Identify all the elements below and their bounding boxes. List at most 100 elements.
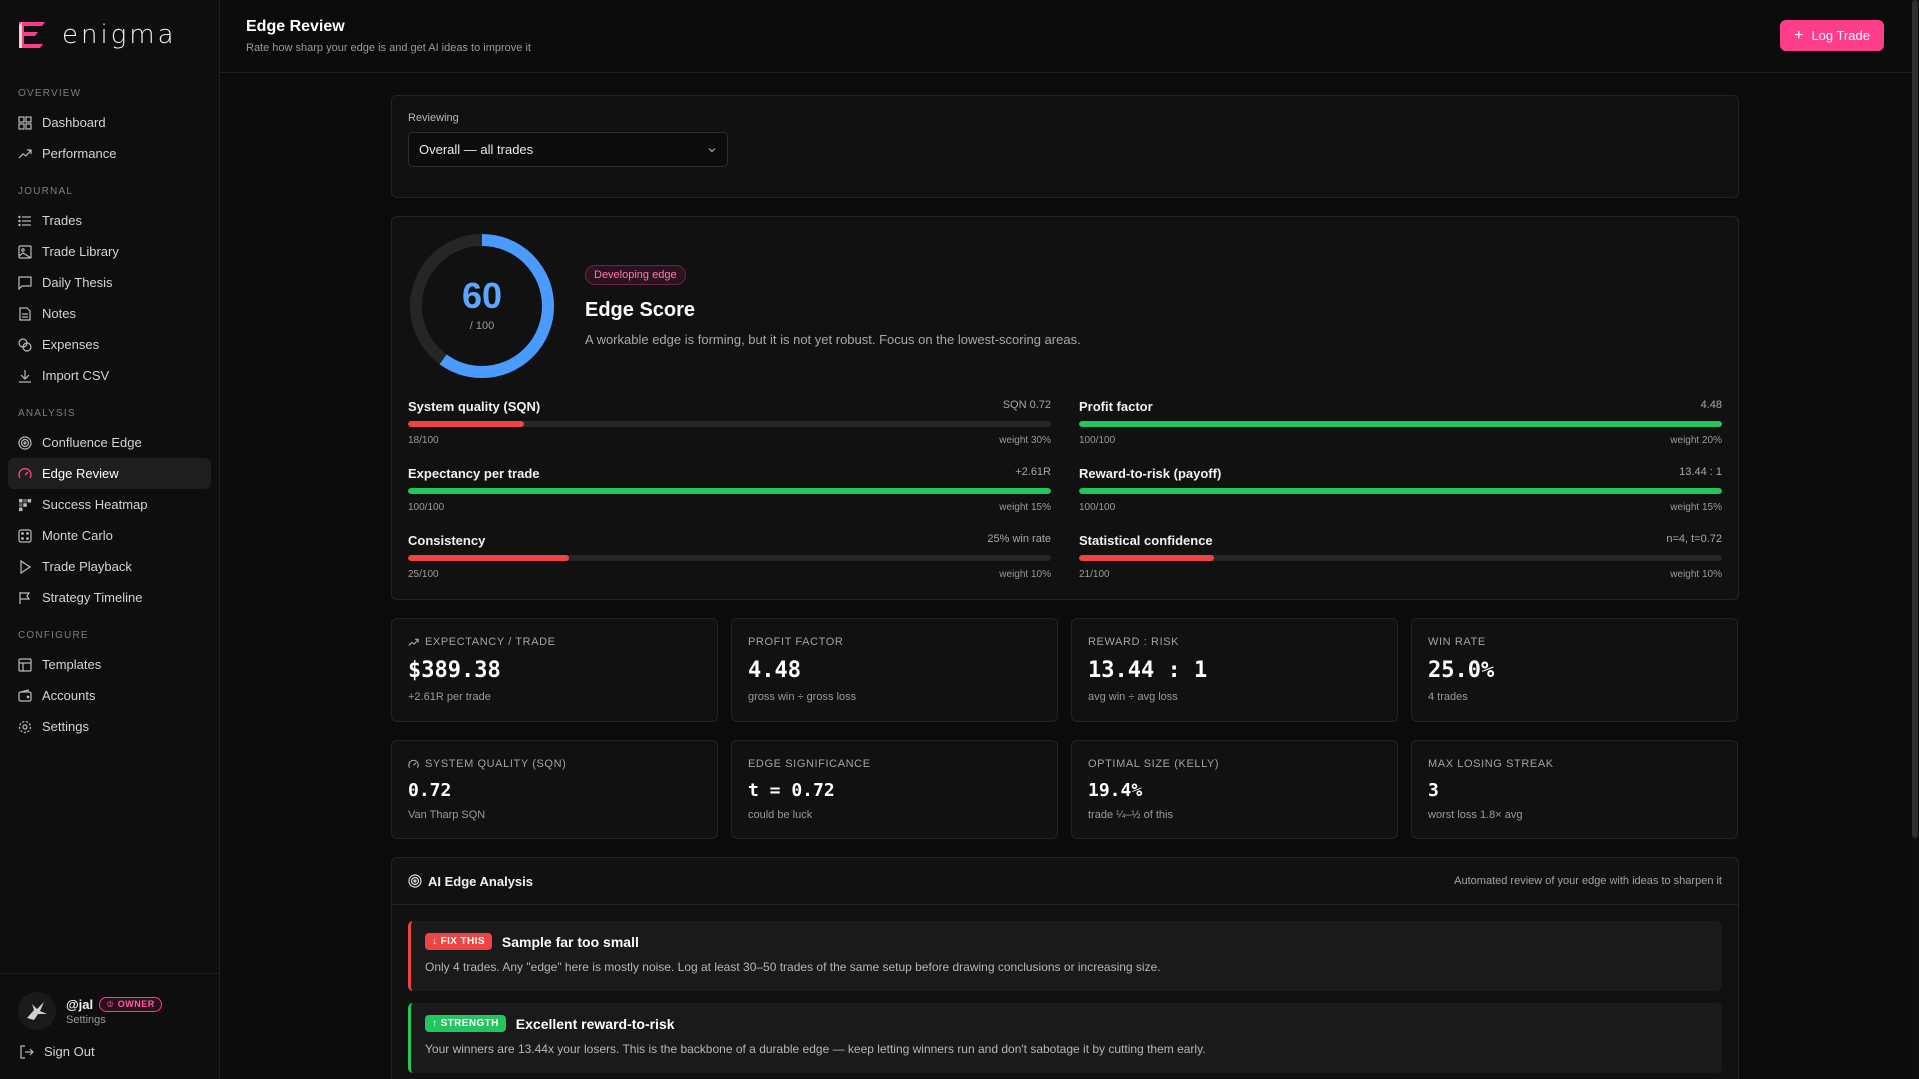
- metric-weight: weight 15%: [999, 502, 1051, 513]
- metric-bar: [1079, 421, 1722, 427]
- sidebar-item-notes[interactable]: Notes: [8, 298, 211, 329]
- stat-value: t = 0.72: [748, 780, 835, 801]
- log-trade-button[interactable]: + Log Trade: [1780, 20, 1884, 51]
- user-handle: @jal: [66, 996, 94, 1012]
- sidebar-item-trades[interactable]: Trades: [8, 205, 211, 236]
- metric-weight: weight 10%: [1670, 569, 1722, 580]
- stat-value: $389.38: [408, 658, 501, 683]
- sidebar-item-label: Strategy Timeline: [42, 590, 143, 605]
- sidebar-footer: @jal ♔ OWNER Settings Sign Out: [0, 973, 219, 1079]
- main-content: Edge Review Rate how sharp your edge is …: [220, 0, 1919, 1079]
- metric-bar: [1079, 488, 1722, 494]
- metric-bar-fill: [1079, 488, 1722, 494]
- sidebar-item-label: Trade Playback: [42, 559, 132, 574]
- sidebar-item-label: Dashboard: [42, 115, 106, 130]
- sidebar-item-label: Templates: [42, 657, 102, 672]
- sidebar-item-dashboard[interactable]: Dashboard: [8, 107, 211, 138]
- edge-status-badge: Developing edge: [585, 265, 686, 285]
- insight-card: ↓ FIX THIS Sample far too small Only 4 t…: [408, 921, 1722, 991]
- stat-value: 25.0%: [1428, 658, 1495, 683]
- metric-reward-to-risk: Reward-to-risk (payoff) 13.44 : 1 100/100…: [1079, 466, 1722, 533]
- sidebar-item-trade-library[interactable]: Trade Library: [8, 236, 211, 267]
- metric-value: +2.61R: [1015, 466, 1051, 478]
- metric-name: Expectancy per trade: [408, 466, 540, 481]
- edge-score-value: 60: [461, 275, 503, 316]
- insight-title: Excellent reward-to-risk: [515, 1015, 675, 1032]
- sidebar-item-import-csv[interactable]: Import CSV: [8, 360, 211, 391]
- metric-weight: weight 20%: [1670, 435, 1722, 446]
- sign-out-label: Sign Out: [44, 1044, 95, 1059]
- sidebar-item-settings[interactable]: Settings: [8, 711, 211, 742]
- grid-icon: [18, 115, 32, 130]
- sidebar-item-label: Settings: [42, 719, 89, 734]
- sidebar-item-trade-playback[interactable]: Trade Playback: [8, 551, 211, 582]
- sign-out-button[interactable]: Sign Out: [0, 1030, 219, 1059]
- reviewing-label: Reviewing: [408, 112, 459, 124]
- metric-value: SQN 0.72: [1002, 399, 1051, 411]
- metric-value: 4.48: [1700, 399, 1722, 411]
- ai-analysis-title: AI Edge Analysis: [428, 873, 533, 889]
- sidebar-item-strategy-timeline[interactable]: Strategy Timeline: [8, 582, 211, 613]
- metric-profit-factor: Profit factor 4.48 100/100 weight 20%: [1079, 399, 1722, 466]
- user-profile[interactable]: @jal ♔ OWNER Settings: [0, 974, 219, 1030]
- sidebar-item-expenses[interactable]: Expenses: [8, 329, 211, 360]
- nav-section-title: OVERVIEW: [18, 88, 82, 99]
- metric-bar-fill: [1079, 555, 1215, 561]
- stat-card-expectancy: EXPECTANCY / TRADE $389.38 +2.61R per tr…: [391, 618, 718, 722]
- sidebar-item-accounts[interactable]: Accounts: [8, 680, 211, 711]
- metric-statistical-confidence: Statistical confidence n=4, t=0.72 21/100…: [1079, 533, 1722, 600]
- metric-weight: weight 10%: [999, 569, 1051, 580]
- sidebar-item-templates[interactable]: Templates: [8, 649, 211, 680]
- metric-bar: [408, 488, 1051, 494]
- sidebar-item-confluence-edge[interactable]: Confluence Edge: [8, 427, 211, 458]
- stat-label: PROFIT FACTOR: [748, 636, 844, 648]
- stat-label: MAX LOSING STREAK: [1428, 758, 1554, 770]
- nav-section-title: CONFIGURE: [18, 630, 89, 641]
- brand[interactable]: enigma: [0, 0, 219, 70]
- page-header: Edge Review Rate how sharp your edge is …: [220, 0, 1919, 73]
- sidebar-item-label: Confluence Edge: [42, 435, 142, 450]
- insight-tag: ↓ FIX THIS: [425, 933, 492, 950]
- log-trade-label: Log Trade: [1811, 28, 1870, 43]
- stat-label: SYSTEM QUALITY (SQN): [425, 758, 567, 770]
- sidebar-item-success-heatmap[interactable]: Success Heatmap: [8, 489, 211, 520]
- edge-score-panel: 60 / 100 Developing edge Edge Score A wo…: [391, 216, 1739, 600]
- gear-icon: [18, 720, 32, 733]
- dice-icon: [18, 528, 32, 543]
- stat-label: EXPECTANCY / TRADE: [425, 636, 556, 648]
- metric-sqn: System quality (SQN) SQN 0.72 18/100 weigh…: [408, 399, 1051, 466]
- sidebar-item-label: Performance: [42, 146, 117, 161]
- sidebar-item-performance[interactable]: Performance: [8, 138, 211, 169]
- heatmap-icon: [19, 498, 32, 511]
- scrollbar[interactable]: [1911, 0, 1919, 1079]
- gauge-icon: [18, 467, 32, 478]
- enigma-logo-icon: [19, 22, 45, 48]
- coins-icon: [18, 337, 32, 352]
- stat-card-win-rate: WIN RATE 25.0% 4 trades: [1411, 618, 1738, 722]
- stat-sub: worst loss 1.8× avg: [1428, 809, 1523, 821]
- stat-sub: +2.61R per trade: [408, 691, 491, 703]
- sidebar-item-daily-thesis[interactable]: Daily Thesis: [8, 267, 211, 298]
- file-text-icon: [19, 306, 31, 321]
- avatar[interactable]: [18, 992, 56, 1030]
- brand-name: enigma: [62, 20, 177, 50]
- target-icon: [408, 874, 422, 888]
- download-icon: [19, 369, 31, 383]
- edge-score-denominator: / 100: [469, 320, 495, 332]
- ai-analysis-note: Automated review of your edge with ideas…: [1454, 875, 1722, 887]
- metric-name: System quality (SQN): [408, 399, 541, 414]
- user-settings-link[interactable]: Settings: [66, 1013, 106, 1026]
- sidebar-item-edge-review[interactable]: Edge Review: [8, 458, 211, 489]
- insight-card: ↑ STRENGTH Excellent reward-to-risk Your…: [408, 1003, 1722, 1073]
- metric-value: 13.44 : 1: [1679, 466, 1722, 478]
- insight-title: Sample far too small: [501, 933, 639, 950]
- score-metrics: System quality (SQN) SQN 0.72 18/100 weigh…: [408, 399, 1722, 600]
- metric-value: 25% win rate: [987, 533, 1051, 545]
- scrollbar-thumb[interactable]: [1912, 0, 1918, 838]
- reviewing-select[interactable]: Overall — all trades: [408, 132, 728, 167]
- metric-score: 25/100: [408, 569, 439, 580]
- edge-score-gauge: [410, 234, 554, 378]
- wallet-icon: [18, 688, 32, 702]
- sidebar-item-monte-carlo[interactable]: Monte Carlo: [8, 520, 211, 551]
- page-title: Edge Review: [246, 18, 345, 35]
